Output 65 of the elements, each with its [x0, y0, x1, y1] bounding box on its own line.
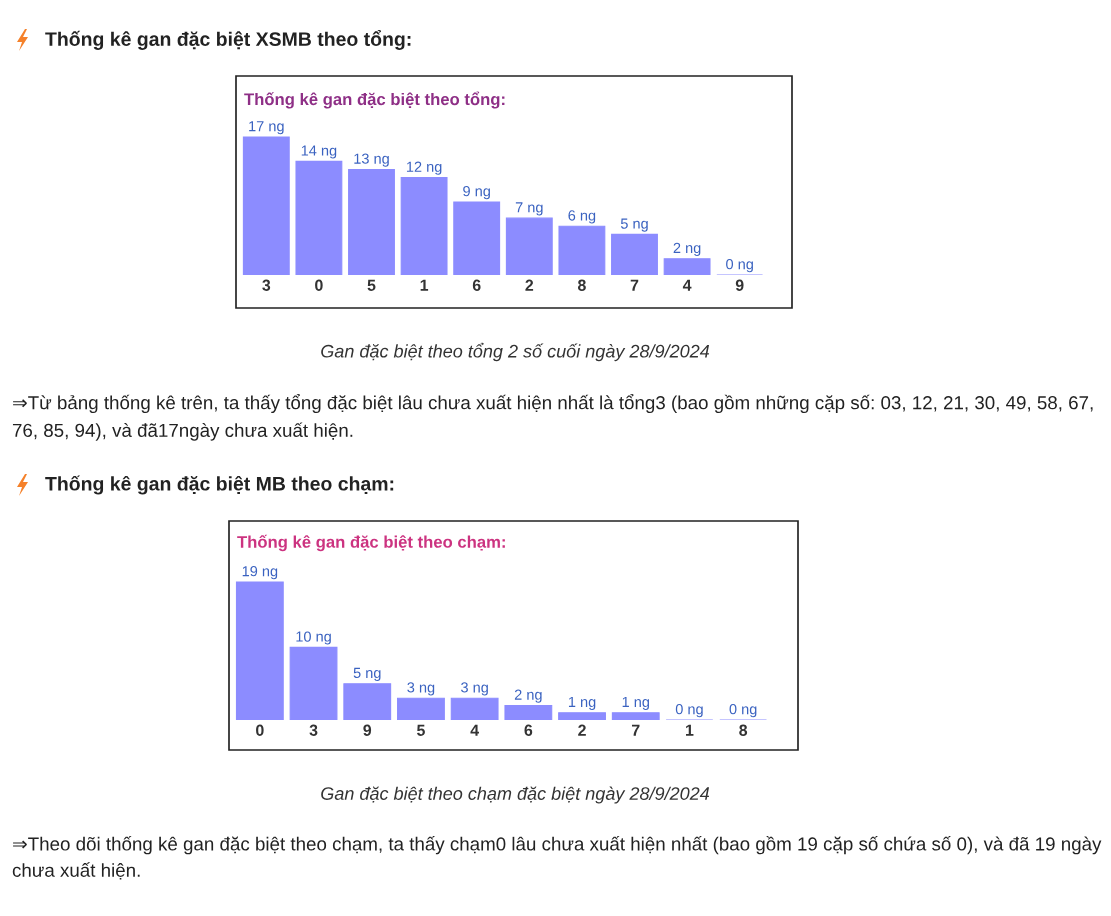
chart-title: Thống kê gan đặc biệt theo chạm: — [237, 534, 505, 552]
text: Thống kê gan đặc biệt XSMB theo tổng: — [45, 30, 411, 50]
x-tick-label: 9 — [363, 724, 372, 736]
text: Gan đặc biệt theo tổng 2 số cuối ngày 28/9/2024 — [321, 342, 710, 362]
data-label: 0 ng — [729, 704, 757, 718]
bar — [450, 697, 499, 720]
data-label: 3 ng — [407, 682, 435, 696]
text: Thống kê gan đặc biệt MB theo chạm: — [45, 475, 394, 495]
data-label: 1 ng — [622, 696, 649, 710]
bar — [235, 581, 284, 720]
x-tick-label: 6 — [524, 724, 533, 736]
bar — [400, 177, 448, 275]
bar — [505, 217, 553, 275]
data-label: 0 ng — [675, 704, 703, 718]
x-tick-label: 4 — [682, 279, 692, 291]
bar — [558, 712, 606, 720]
bar — [504, 704, 553, 720]
bar — [611, 712, 660, 720]
x-tick-label: 5 — [417, 724, 425, 736]
data-label: 7 ng — [515, 202, 543, 216]
x-tick-label: 2 — [525, 279, 534, 291]
x-tick-label: 9 — [735, 279, 744, 291]
x-tick-label: 1 — [420, 279, 429, 291]
bar — [397, 697, 445, 720]
x-tick-label: 0 — [256, 724, 264, 736]
x-tick-label: 2 — [578, 724, 586, 736]
bar — [663, 258, 711, 275]
x-tick-label: 7 — [630, 279, 639, 291]
bar — [289, 646, 338, 720]
chart-title: Thống kê gan đặc biệt theo tổng: — [244, 91, 505, 109]
bar — [295, 160, 343, 275]
x-tick-label: 8 — [577, 279, 586, 291]
bar — [348, 168, 395, 275]
x-tick-label: 0 — [315, 279, 323, 291]
data-label: 13 ng — [354, 153, 389, 167]
data-label: 5 ng — [353, 667, 381, 681]
x-tick-label: 8 — [739, 724, 748, 736]
bar — [453, 201, 501, 275]
x-tick-label: 6 — [472, 279, 481, 291]
text: Gan đặc biệt theo chạm đặc biệt ngày 28/9/2024 — [321, 786, 710, 804]
text: ⇒Theo dõi thống kê gan đặc biệt theo chạm, ta thấy chạm0 lâu chưa xuất hiện nhất (bao gồm 19 cặp số chứa số 0), và đã 19 ngày chưa xuất hiện. — [12, 836, 1102, 880]
data-label: 19 ng — [242, 566, 278, 580]
text: ⇒Từ bảng thống kê trên, ta thấy tổng đặc biệt lâu chưa xuất hiện nhất là tổng3 (bao gồm những cặp số: 03, 12, 21, 30, 49, 58, 67, 76, 85, 94), và đã17ngày chưa xuất hiện. — [12, 394, 1093, 441]
x-tick-label: 3 — [309, 724, 318, 736]
data-label: 10 ng — [296, 631, 331, 645]
data-label: 9 ng — [463, 185, 490, 200]
data-label: 1 ng — [568, 696, 596, 710]
x-tick-label: 3 — [262, 279, 271, 291]
bar — [343, 683, 392, 720]
data-label: 0 ng — [726, 259, 753, 273]
x-tick-label: 1 — [686, 724, 694, 736]
x-tick-label: 4 — [470, 724, 480, 736]
x-tick-label: 7 — [632, 724, 640, 736]
bar — [242, 136, 290, 275]
bar — [558, 225, 606, 275]
data-label: 6 ng — [568, 210, 596, 224]
data-label: 12 ng — [406, 161, 442, 175]
x-tick-label: 5 — [367, 279, 376, 291]
bar — [611, 233, 658, 275]
data-label: 2 ng — [514, 689, 542, 703]
data-label: 2 ng — [673, 242, 701, 256]
data-label: 14 ng — [301, 145, 337, 159]
data-label: 3 ng — [461, 682, 488, 696]
data-label: 5 ng — [620, 218, 648, 232]
data-label: 17 ng — [249, 121, 284, 135]
